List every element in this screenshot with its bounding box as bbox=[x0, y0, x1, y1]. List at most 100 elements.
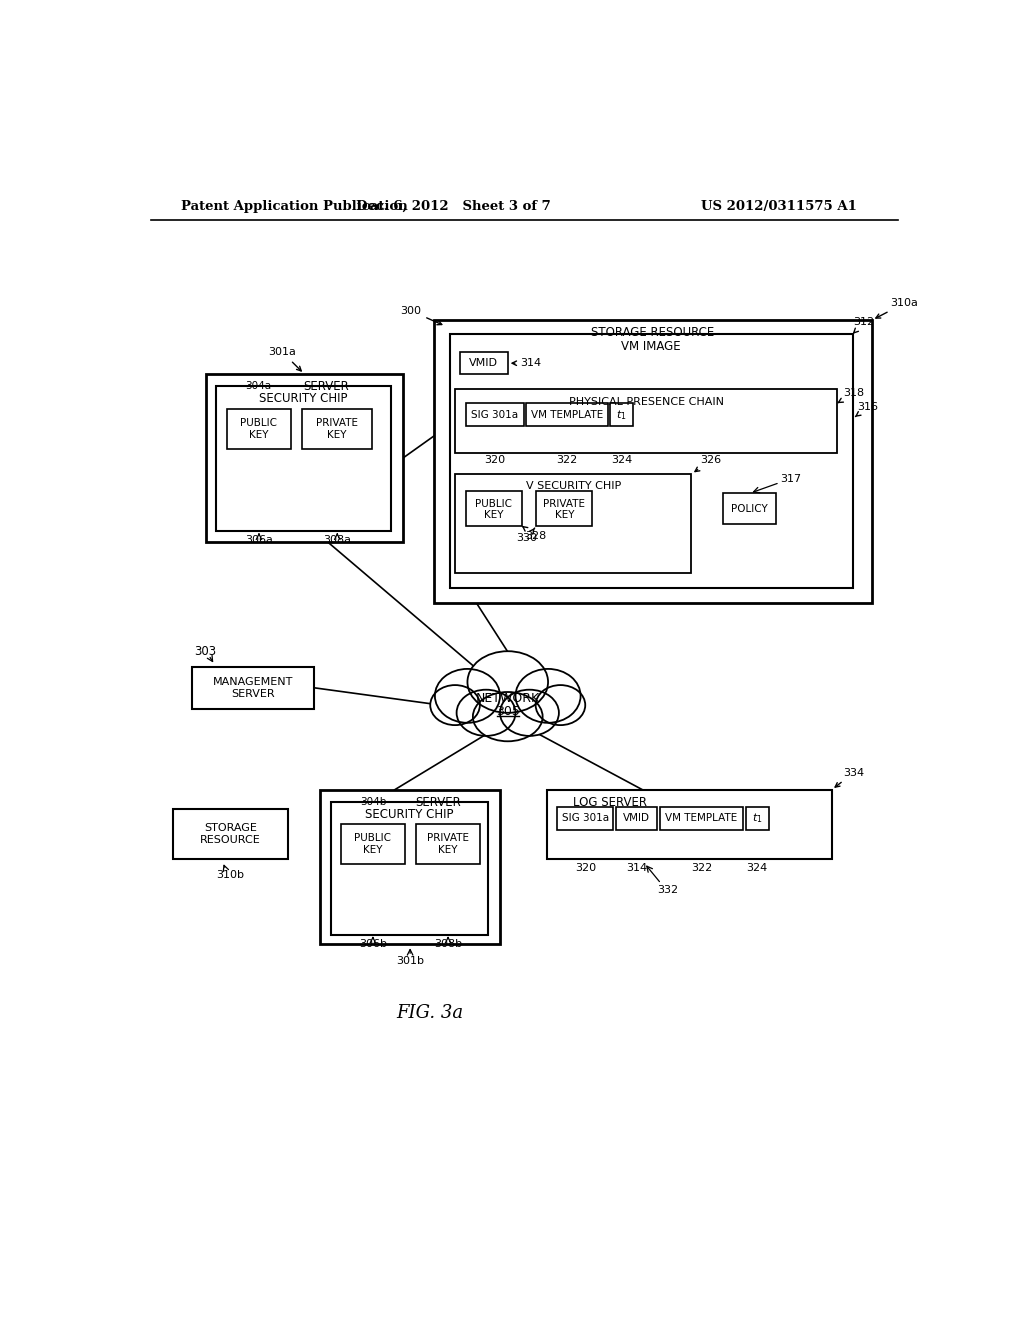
Text: VM IMAGE: VM IMAGE bbox=[622, 339, 681, 352]
Text: 305: 305 bbox=[496, 705, 520, 718]
Text: 306b: 306b bbox=[358, 939, 387, 949]
FancyBboxPatch shape bbox=[723, 494, 776, 524]
Text: 320: 320 bbox=[484, 455, 506, 465]
Text: 326: 326 bbox=[695, 455, 721, 471]
Text: LOG SERVER: LOG SERVER bbox=[573, 796, 647, 809]
Text: VMID: VMID bbox=[469, 358, 499, 368]
Text: SIG 301a: SIG 301a bbox=[471, 409, 518, 420]
Text: SERVER: SERVER bbox=[303, 380, 348, 393]
Text: 316: 316 bbox=[855, 403, 879, 417]
Text: 310b: 310b bbox=[216, 870, 245, 879]
Text: PRIVATE: PRIVATE bbox=[316, 418, 358, 428]
Text: 317: 317 bbox=[779, 474, 801, 484]
Ellipse shape bbox=[500, 689, 559, 737]
Text: PUBLIC: PUBLIC bbox=[241, 418, 278, 428]
FancyBboxPatch shape bbox=[460, 352, 508, 374]
Ellipse shape bbox=[467, 651, 548, 713]
Text: 324: 324 bbox=[611, 455, 632, 465]
FancyBboxPatch shape bbox=[302, 409, 372, 449]
Text: US 2012/0311575 A1: US 2012/0311575 A1 bbox=[701, 199, 857, 213]
Text: 328: 328 bbox=[523, 527, 546, 541]
Text: STORAGE RESOURCE: STORAGE RESOURCE bbox=[592, 326, 715, 339]
FancyBboxPatch shape bbox=[321, 789, 500, 944]
Text: 322: 322 bbox=[691, 863, 712, 874]
Text: 318: 318 bbox=[839, 388, 864, 403]
Text: 301a: 301a bbox=[268, 347, 301, 371]
Text: V SECURITY CHIP: V SECURITY CHIP bbox=[525, 482, 621, 491]
Text: KEY: KEY bbox=[249, 430, 268, 440]
Text: 304b: 304b bbox=[359, 797, 386, 807]
Ellipse shape bbox=[536, 685, 586, 725]
Text: Dec. 6, 2012   Sheet 3 of 7: Dec. 6, 2012 Sheet 3 of 7 bbox=[356, 199, 551, 213]
Text: $t_1$: $t_1$ bbox=[752, 812, 763, 825]
Text: PUBLIC: PUBLIC bbox=[475, 499, 512, 508]
Text: VM TEMPLATE: VM TEMPLATE bbox=[666, 813, 737, 824]
Ellipse shape bbox=[430, 685, 480, 725]
Text: 300: 300 bbox=[400, 306, 441, 325]
Text: $t_1$: $t_1$ bbox=[616, 408, 627, 421]
Text: KEY: KEY bbox=[438, 845, 458, 855]
Text: 324: 324 bbox=[746, 863, 768, 874]
FancyBboxPatch shape bbox=[610, 404, 633, 426]
Text: 308b: 308b bbox=[434, 939, 462, 949]
FancyBboxPatch shape bbox=[455, 389, 838, 453]
FancyBboxPatch shape bbox=[341, 824, 404, 863]
Text: SECURITY CHIP: SECURITY CHIP bbox=[259, 392, 348, 405]
Text: 301b: 301b bbox=[396, 956, 424, 966]
FancyBboxPatch shape bbox=[331, 803, 487, 935]
Text: 314: 314 bbox=[626, 863, 647, 874]
FancyBboxPatch shape bbox=[450, 334, 853, 589]
FancyBboxPatch shape bbox=[455, 474, 691, 573]
Text: 320: 320 bbox=[574, 863, 596, 874]
Text: SIG 301a: SIG 301a bbox=[562, 813, 609, 824]
FancyBboxPatch shape bbox=[526, 404, 607, 426]
Text: 334: 334 bbox=[836, 768, 864, 787]
FancyBboxPatch shape bbox=[547, 789, 831, 859]
FancyBboxPatch shape bbox=[206, 374, 403, 543]
FancyBboxPatch shape bbox=[659, 807, 743, 830]
FancyBboxPatch shape bbox=[466, 491, 521, 525]
Text: 306a: 306a bbox=[245, 536, 273, 545]
Text: VM TEMPLATE: VM TEMPLATE bbox=[530, 409, 603, 420]
Ellipse shape bbox=[473, 692, 543, 742]
Text: Patent Application Publication: Patent Application Publication bbox=[180, 199, 408, 213]
Ellipse shape bbox=[435, 669, 500, 723]
Text: KEY: KEY bbox=[364, 845, 383, 855]
Text: 308a: 308a bbox=[324, 536, 351, 545]
Text: KEY: KEY bbox=[484, 510, 504, 520]
Text: POLICY: POLICY bbox=[731, 504, 768, 513]
Text: SERVER: SERVER bbox=[231, 689, 274, 698]
Text: PUBLIC: PUBLIC bbox=[354, 833, 391, 843]
Text: FIG. 3a: FIG. 3a bbox=[396, 1005, 464, 1022]
FancyBboxPatch shape bbox=[745, 807, 769, 830]
Text: KEY: KEY bbox=[328, 430, 347, 440]
Text: 322: 322 bbox=[556, 455, 578, 465]
Ellipse shape bbox=[515, 669, 581, 723]
Text: SECURITY CHIP: SECURITY CHIP bbox=[366, 808, 454, 821]
Text: SERVER: SERVER bbox=[415, 796, 461, 809]
Text: STORAGE: STORAGE bbox=[204, 822, 257, 833]
FancyBboxPatch shape bbox=[216, 387, 391, 531]
Text: KEY: KEY bbox=[555, 510, 574, 520]
FancyBboxPatch shape bbox=[557, 807, 613, 830]
Text: MANAGEMENT: MANAGEMENT bbox=[213, 677, 293, 686]
Text: PRIVATE: PRIVATE bbox=[544, 499, 586, 508]
Text: 303: 303 bbox=[195, 644, 216, 657]
FancyBboxPatch shape bbox=[173, 809, 288, 859]
FancyBboxPatch shape bbox=[191, 667, 314, 709]
Text: PHYSICAL PRESENCE CHAIN: PHYSICAL PRESENCE CHAIN bbox=[568, 397, 724, 407]
Text: 304a: 304a bbox=[245, 381, 271, 391]
Text: 314: 314 bbox=[512, 358, 542, 368]
Text: PRIVATE: PRIVATE bbox=[427, 833, 469, 843]
Text: NETWORK: NETWORK bbox=[476, 693, 540, 705]
FancyBboxPatch shape bbox=[227, 409, 291, 449]
Text: 310a: 310a bbox=[876, 298, 919, 318]
FancyBboxPatch shape bbox=[537, 491, 592, 525]
Text: 332: 332 bbox=[656, 884, 678, 895]
Text: 330: 330 bbox=[517, 528, 538, 543]
FancyBboxPatch shape bbox=[417, 824, 480, 863]
Text: VMID: VMID bbox=[623, 813, 650, 824]
FancyBboxPatch shape bbox=[434, 321, 872, 603]
Text: 312: 312 bbox=[854, 317, 874, 333]
Ellipse shape bbox=[457, 689, 515, 737]
